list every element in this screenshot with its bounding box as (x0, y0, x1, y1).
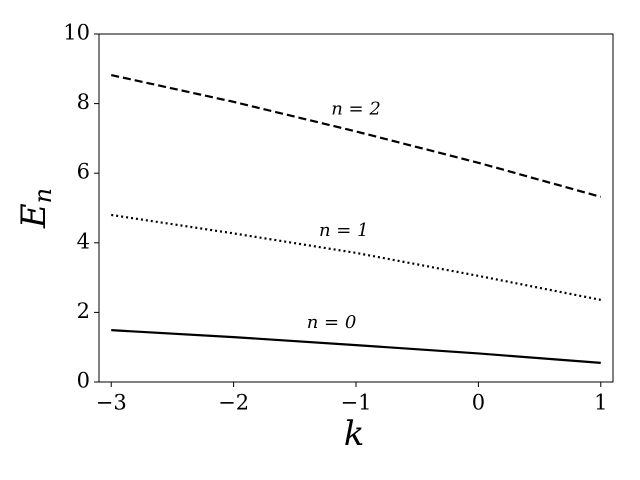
y-axis-label: En (14, 188, 57, 229)
y-tick-label: 2 (77, 299, 90, 323)
series-annotation: n = 1 (319, 220, 369, 241)
x-tick-label: 1 (594, 391, 607, 415)
series-annotation: n = 2 (331, 98, 381, 119)
y-tick-label: 8 (77, 90, 90, 114)
x-tick-label: 0 (472, 391, 485, 415)
y-tick-label: 6 (77, 160, 90, 184)
series-line (111, 73, 602, 198)
x-tick-label: −3 (96, 391, 127, 415)
series-line (111, 329, 601, 364)
series-annotation: n = 0 (307, 312, 357, 333)
x-tick-label: −1 (341, 391, 372, 415)
y-tick-label: 0 (77, 369, 90, 393)
y-tick-label: 4 (77, 229, 90, 253)
x-axis-label: k (344, 414, 365, 454)
y-label-base: E (14, 203, 54, 229)
x-tick-label: −2 (218, 391, 249, 415)
y-label-sub: n (29, 188, 57, 203)
y-tick-label: 10 (63, 21, 90, 45)
